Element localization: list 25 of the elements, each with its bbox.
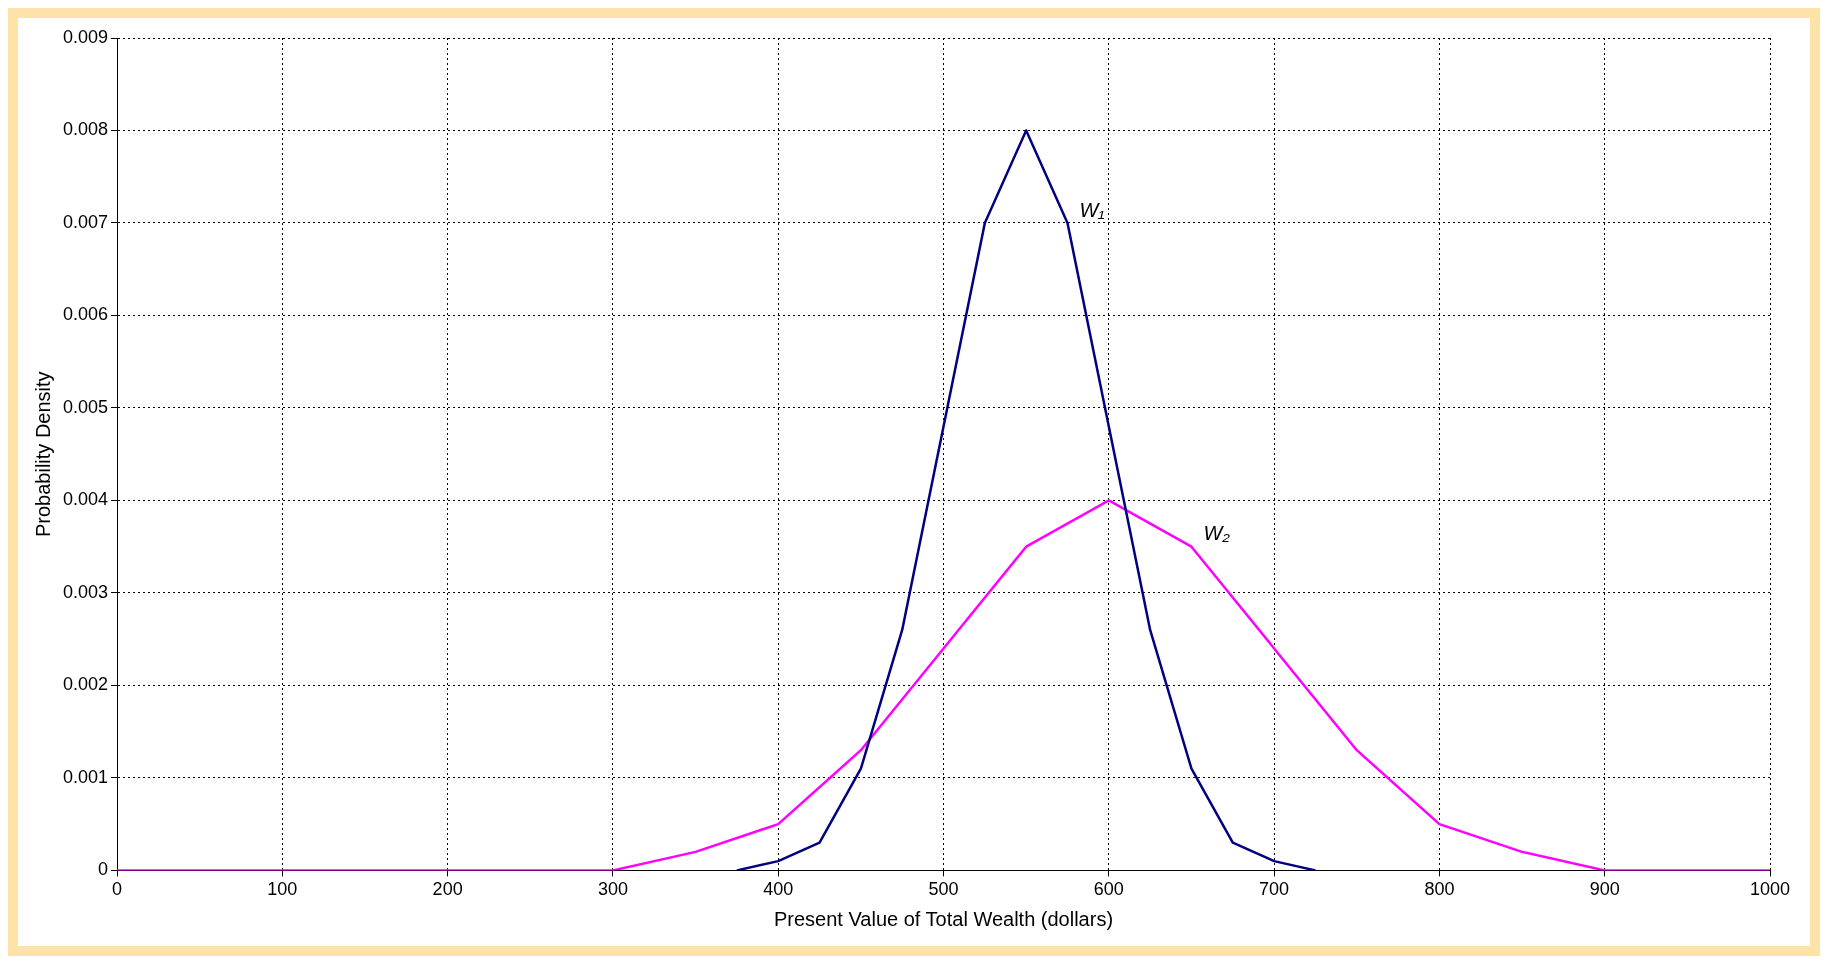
y-tick-label: 0.007: [63, 211, 109, 232]
x-tick-label: 0: [112, 879, 123, 900]
y-tick-label: 0.008: [63, 119, 109, 140]
y-tick-label: 0.006: [63, 304, 109, 325]
y-tick-label: 0.001: [63, 766, 109, 787]
y-axis-title: Probability Density: [31, 371, 54, 538]
x-tick-label: 400: [763, 879, 794, 900]
x-tick-label: 300: [597, 879, 628, 900]
y-tick-label: 0.005: [63, 396, 109, 417]
series-label: W₂: [1203, 522, 1231, 545]
y-tick-label: 0.009: [63, 26, 109, 47]
y-tick-label: 0.004: [63, 489, 109, 510]
y-tick-label: 0.003: [63, 581, 109, 602]
x-axis-title: Present Value of Total Wealth (dollars): [773, 907, 1114, 930]
x-tick-label: 600: [1093, 879, 1124, 900]
y-tick-label: 0: [98, 859, 109, 880]
x-tick-label: 100: [267, 879, 298, 900]
x-tick-label: 900: [1589, 879, 1620, 900]
y-tick-label: 0.002: [63, 674, 109, 695]
x-tick-label: 500: [928, 879, 959, 900]
x-tick-label: 800: [1424, 879, 1455, 900]
series-label: W₁: [1079, 198, 1105, 221]
x-tick-label: 200: [432, 879, 463, 900]
x-tick-label: 1000: [1749, 879, 1791, 900]
x-tick-label: 700: [1259, 879, 1290, 900]
